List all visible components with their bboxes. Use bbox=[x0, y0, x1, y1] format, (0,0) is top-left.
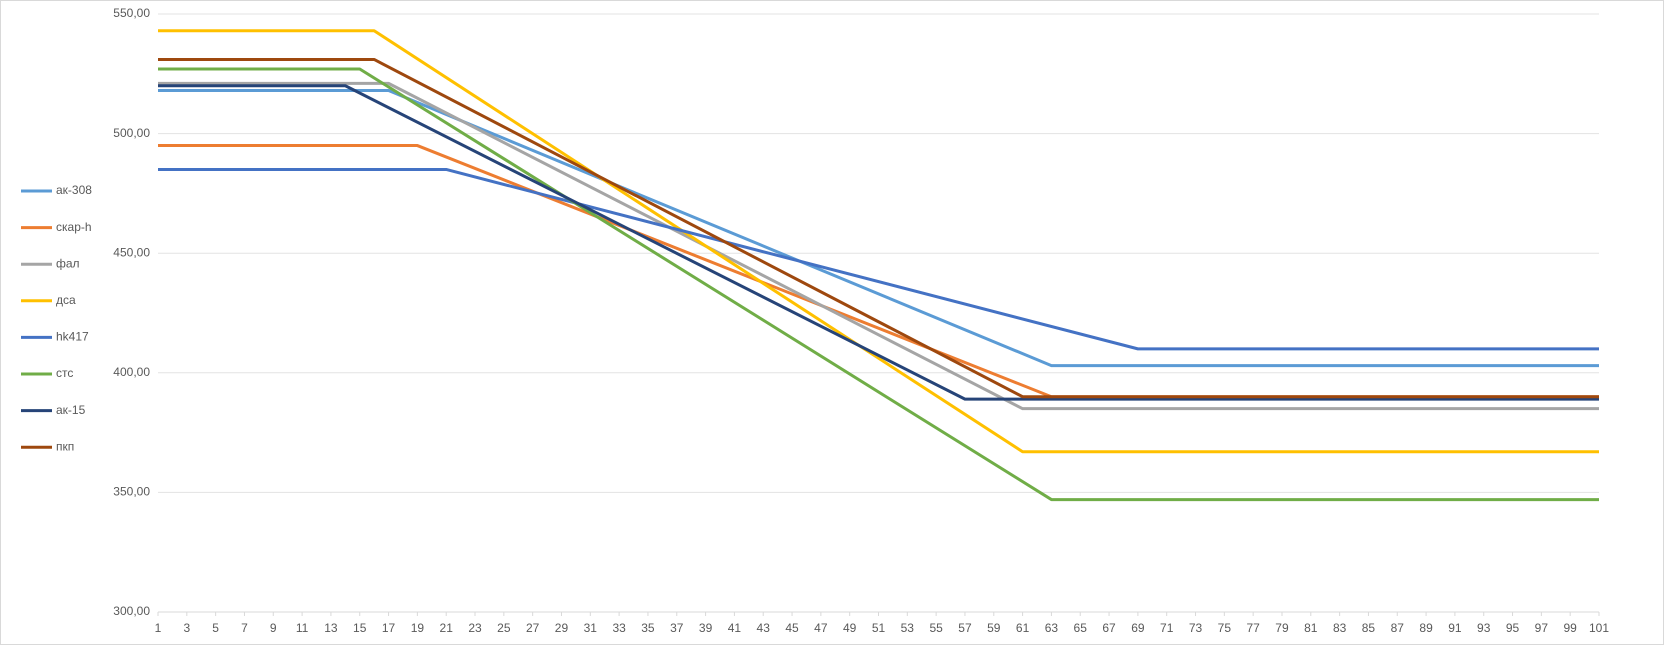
x-tick-label: 49 bbox=[843, 621, 857, 635]
x-tick-label: 67 bbox=[1102, 621, 1116, 635]
x-tick-label: 7 bbox=[241, 621, 248, 635]
x-tick-label: 1 bbox=[155, 621, 162, 635]
x-tick-label: 55 bbox=[929, 621, 943, 635]
x-tick-label: 87 bbox=[1391, 621, 1405, 635]
x-tick-label: 99 bbox=[1564, 621, 1578, 635]
x-tick-label: 37 bbox=[670, 621, 684, 635]
y-tick-label: 550,00 bbox=[113, 6, 150, 20]
x-tick-label: 89 bbox=[1419, 621, 1433, 635]
x-tick-label: 43 bbox=[757, 621, 771, 635]
x-tick-label: 47 bbox=[814, 621, 828, 635]
x-tick-label: 5 bbox=[212, 621, 219, 635]
x-tick-label: 33 bbox=[612, 621, 626, 635]
x-tick-label: 3 bbox=[183, 621, 190, 635]
legend-label: скар-h bbox=[56, 220, 92, 234]
x-tick-label: 81 bbox=[1304, 621, 1318, 635]
y-tick-label: 350,00 bbox=[113, 485, 150, 499]
legend-label: стс bbox=[56, 366, 73, 380]
x-tick-label: 59 bbox=[987, 621, 1001, 635]
legend-label: пкп bbox=[56, 439, 74, 453]
x-tick-label: 71 bbox=[1160, 621, 1174, 635]
legend-label: hk417 bbox=[56, 330, 89, 344]
x-tick-label: 25 bbox=[497, 621, 511, 635]
x-tick-label: 31 bbox=[584, 621, 598, 635]
series-line bbox=[158, 67, 1599, 502]
series-line bbox=[158, 84, 1599, 401]
x-tick-label: 79 bbox=[1275, 621, 1289, 635]
x-tick-label: 57 bbox=[958, 621, 972, 635]
x-tick-label: 23 bbox=[468, 621, 482, 635]
x-tick-label: 39 bbox=[699, 621, 713, 635]
series-line bbox=[158, 167, 1599, 351]
legend-label: ак-308 bbox=[56, 183, 92, 197]
x-tick-label: 35 bbox=[641, 621, 655, 635]
x-tick-label: 83 bbox=[1333, 621, 1347, 635]
x-tick-label: 27 bbox=[526, 621, 540, 635]
x-tick-label: 19 bbox=[411, 621, 425, 635]
series-line bbox=[158, 89, 1599, 368]
x-tick-label: 73 bbox=[1189, 621, 1203, 635]
x-tick-label: 61 bbox=[1016, 621, 1030, 635]
x-tick-label: 17 bbox=[382, 621, 396, 635]
series-line bbox=[158, 57, 1599, 399]
y-tick-label: 300,00 bbox=[113, 604, 150, 618]
x-tick-label: 77 bbox=[1246, 621, 1260, 635]
y-tick-label: 400,00 bbox=[113, 365, 150, 379]
x-tick-label: 13 bbox=[324, 621, 338, 635]
x-tick-label: 51 bbox=[872, 621, 886, 635]
x-tick-label: 69 bbox=[1131, 621, 1145, 635]
series-line bbox=[158, 29, 1599, 454]
x-tick-label: 29 bbox=[555, 621, 569, 635]
x-tick-label: 9 bbox=[270, 621, 277, 635]
x-tick-label: 65 bbox=[1074, 621, 1088, 635]
x-tick-label: 45 bbox=[785, 621, 799, 635]
legend-label: фал bbox=[56, 256, 80, 270]
x-tick-label: 93 bbox=[1477, 621, 1491, 635]
x-tick-label: 15 bbox=[353, 621, 367, 635]
x-tick-label: 63 bbox=[1045, 621, 1059, 635]
legend-label: ак-15 bbox=[56, 403, 86, 417]
x-tick-label: 53 bbox=[901, 621, 915, 635]
x-tick-label: 85 bbox=[1362, 621, 1376, 635]
legend-label: дса bbox=[56, 293, 76, 307]
x-tick-label: 21 bbox=[440, 621, 454, 635]
x-tick-label: 41 bbox=[728, 621, 742, 635]
x-tick-label: 75 bbox=[1218, 621, 1232, 635]
x-tick-label: 101 bbox=[1589, 621, 1609, 635]
x-tick-label: 95 bbox=[1506, 621, 1520, 635]
x-tick-label: 11 bbox=[296, 621, 309, 635]
x-tick-label: 97 bbox=[1535, 621, 1549, 635]
y-tick-label: 500,00 bbox=[113, 126, 150, 140]
y-tick-label: 450,00 bbox=[113, 245, 150, 259]
x-tick-label: 91 bbox=[1448, 621, 1462, 635]
